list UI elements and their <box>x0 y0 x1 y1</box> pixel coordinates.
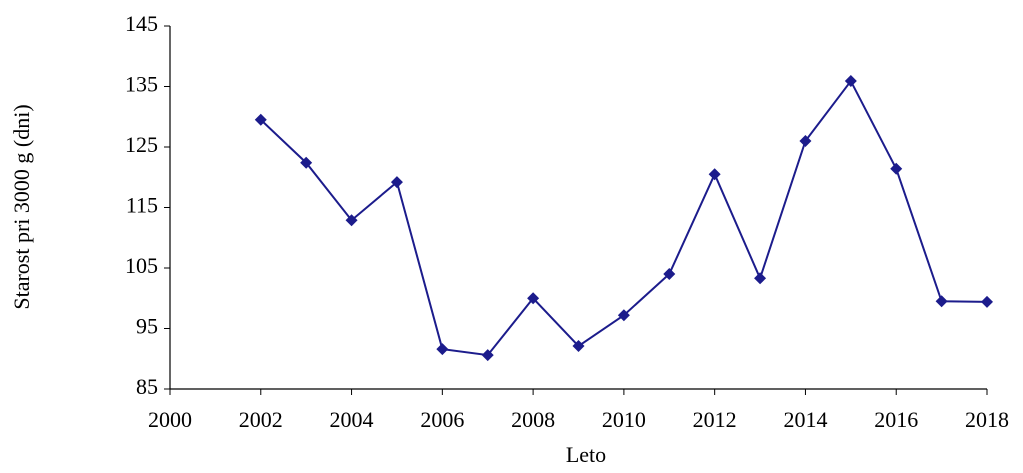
y-tick-label: 145 <box>125 11 158 36</box>
marker <box>300 156 313 169</box>
y-tick-label: 115 <box>126 193 158 218</box>
y-tick-label: 135 <box>125 72 158 97</box>
x-axis-label: Leto <box>566 442 606 467</box>
x-tick-label: 2002 <box>239 407 283 432</box>
x-tick-label: 2014 <box>783 407 827 432</box>
marker <box>890 162 903 175</box>
marker <box>527 292 540 305</box>
y-axis-label: Starost pri 3000 g (dni) <box>9 104 34 309</box>
x-tick-label: 2006 <box>420 407 464 432</box>
marker <box>844 75 857 88</box>
y-tick-label: 125 <box>125 132 158 157</box>
y-tick-label: 105 <box>125 253 158 278</box>
marker <box>436 343 449 356</box>
x-tick-label: 2016 <box>874 407 918 432</box>
marker <box>617 309 630 322</box>
x-tick-label: 2018 <box>965 407 1009 432</box>
marker <box>345 214 358 227</box>
x-tick-label: 2008 <box>511 407 555 432</box>
marker <box>708 168 721 181</box>
x-tick-label: 2012 <box>693 407 737 432</box>
marker <box>799 134 812 147</box>
x-tick-label: 2000 <box>148 407 192 432</box>
marker <box>481 349 494 362</box>
y-tick-label: 95 <box>136 314 158 339</box>
marker <box>935 295 948 308</box>
marker <box>390 176 403 189</box>
marker <box>254 113 267 126</box>
y-tick-label: 85 <box>136 374 158 399</box>
x-tick-label: 2004 <box>330 407 374 432</box>
x-tick-label: 2010 <box>602 407 646 432</box>
marker <box>754 272 767 285</box>
marker <box>572 340 585 353</box>
marker <box>981 295 993 308</box>
marker <box>663 268 676 281</box>
